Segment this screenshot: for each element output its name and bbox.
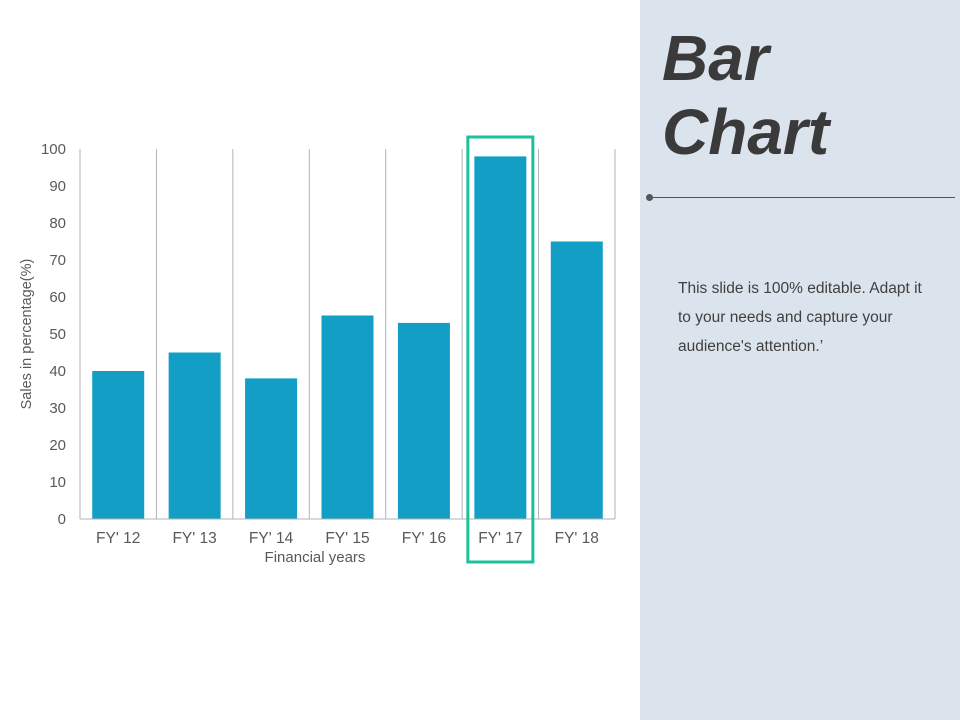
- y-tick-label: 100: [41, 141, 66, 158]
- chart-bars: [92, 156, 603, 519]
- y-tick-label: 20: [49, 437, 66, 454]
- highlight-box: [466, 135, 535, 564]
- divider-line: [650, 197, 955, 198]
- bar: [321, 315, 374, 519]
- y-tick-label: 30: [49, 400, 66, 417]
- chart-labels: 0 10 20 30 40 50 60 70 80 90 100 FY' 12 FY' 13 FY' 14…: [41, 141, 599, 547]
- x-tick-label: FY' 14: [249, 530, 294, 547]
- y-tick-label: 70: [49, 252, 66, 269]
- bar: [245, 378, 298, 519]
- x-tick-label: FY' 17: [478, 530, 522, 547]
- x-axis-title: Financial years: [265, 549, 366, 566]
- y-tick-label: 80: [49, 215, 66, 232]
- bar: [92, 371, 145, 519]
- chart-axes: [80, 135, 615, 564]
- bar: [168, 352, 221, 519]
- y-tick-label: 10: [49, 474, 66, 491]
- x-tick-label: FY' 12: [96, 530, 140, 547]
- y-tick-label: 50: [49, 326, 66, 343]
- bar: [474, 156, 527, 519]
- x-tick-label: FY' 16: [402, 530, 446, 547]
- y-axis-title: Sales in percentage(%): [19, 259, 35, 410]
- y-tick-label: 40: [49, 363, 66, 380]
- x-tick-label: FY' 15: [325, 530, 369, 547]
- slide-description: This slide is 100% editable. Adapt it to…: [678, 280, 922, 355]
- bar-chart: 0 10 20 30 40 50 60 70 80 90 100 FY' 12 FY' 13 FY' 14…: [19, 135, 616, 566]
- divider-dot: [646, 194, 653, 201]
- y-tick-label: 0: [58, 511, 66, 528]
- y-tick-label: 60: [49, 289, 66, 306]
- side-panel: [640, 0, 960, 720]
- slide-title-line-1: Bar: [662, 22, 769, 94]
- y-tick-label: 90: [49, 178, 66, 195]
- bar: [397, 322, 450, 519]
- slide-title-line-2: Chart: [662, 96, 830, 168]
- x-tick-label: FY' 13: [172, 530, 216, 547]
- x-tick-label: FY' 18: [555, 530, 599, 547]
- chart-grid: [79, 149, 616, 519]
- bar: [550, 241, 603, 519]
